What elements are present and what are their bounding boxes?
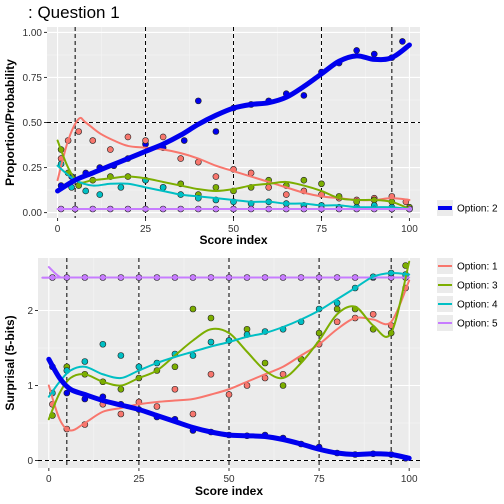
data-point [318,180,325,188]
data-point [315,329,323,337]
series-line-option-4 [56,164,411,210]
legend-label: Option: 4 [457,300,498,311]
data-point [159,184,167,191]
data-point [63,389,71,397]
data-point [261,359,269,367]
series-line-option-3 [56,139,411,210]
x-tick-label: 25 [133,474,145,485]
data-point [153,403,161,410]
y-tick-label: 2 [27,306,33,317]
y-tick-label: 1 [27,381,33,392]
y-tick-label: 0.25 [23,163,43,174]
data-point [370,50,378,58]
series-line-option-2 [46,356,412,461]
data-point [99,340,107,348]
data-point [212,173,220,180]
legend-item: Option: 4 [437,296,498,312]
data-point [212,184,220,191]
data-point [207,370,215,378]
y-axis-title: Surprisal (5-bits) [3,315,17,410]
legend-label: Option: 5 [457,319,498,330]
data-point [117,385,125,393]
plot-area [55,38,413,213]
x-tick-label: 75 [314,474,326,485]
bottom-panel: 0 25 50 75 100 0 1 2 Score index Surprisal (5-bit… [3,258,420,498]
x-axis-title: Score index [195,484,263,498]
data-point [353,47,360,54]
y-tick-label: 0.00 [23,208,43,219]
chart-title: : Question 1 [28,3,120,22]
y-axis-title: Proportion/Probability [3,59,17,186]
x-axis-title: Score index [199,233,267,247]
data-point [189,305,197,313]
legend-bottom: Option: 1 Option: 3 Option: 4 Option: 5 [437,258,498,331]
legend-label: Option: 2 [457,204,498,215]
legend-top: Option: 2 [437,200,498,216]
x-tick-label: 100 [401,224,418,235]
data-point [107,146,114,153]
data-point [117,184,125,191]
data-point [81,358,89,365]
x-tick-label: 100 [401,474,418,485]
plot-area [41,260,412,462]
data-point [171,363,179,371]
data-point [189,352,197,359]
legend-item: Option: 3 [437,277,498,293]
x-tick-label: 0 [55,224,61,235]
data-point [300,176,308,184]
x-tick-label: 25 [140,224,152,235]
legend-label: Option: 3 [457,281,498,292]
x-tick-label: 50 [223,474,235,485]
data-point [207,338,215,346]
legend-item: Option: 2 [437,200,498,216]
data-point [279,382,287,389]
data-point [300,92,308,99]
data-point [399,38,406,45]
data-point [142,137,149,144]
data-point [212,128,220,135]
data-point [207,314,215,322]
x-tick-label: 50 [228,224,240,235]
series-line-option-3 [47,260,411,421]
legend-item: Option: 5 [437,315,498,331]
x-tick-label: 75 [316,224,328,235]
data-point [282,191,290,198]
data-point [180,137,188,144]
data-point [369,310,377,318]
data-point [189,410,197,418]
series-line-option-5 [41,266,411,279]
series-line-option-2 [55,42,412,194]
data-point [124,133,132,141]
data-point [89,137,97,144]
x-tick-label: 0 [46,474,52,485]
legend-label: Option: 1 [457,262,498,273]
y-tick-label: 0.50 [23,118,43,129]
y-tick-label: 0.75 [23,73,43,84]
y-tick-label: 1.00 [23,28,43,39]
data-point [117,352,125,359]
data-point [177,155,185,162]
data-point [225,391,233,398]
data-point [333,318,341,326]
data-point [171,385,179,393]
data-point [75,128,82,135]
legend-item: Option: 1 [437,258,498,274]
top-panel: 0 25 50 75 100 0.00 0.25 0.50 0.75 1.00 Score inde… [3,27,420,247]
series-line-option-4 [47,271,411,398]
data-point [117,410,125,418]
series-line-option-1 [47,279,411,432]
data-point [159,133,167,141]
data-point [96,191,104,198]
y-tick-label: 0 [27,456,33,467]
data-point [265,184,272,191]
data-point [195,97,202,105]
data-point [82,187,90,195]
